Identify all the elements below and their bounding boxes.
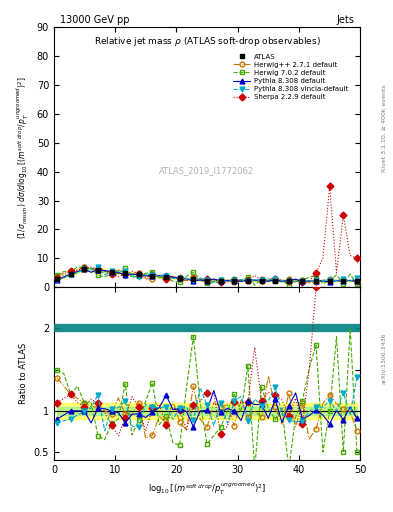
Text: Rivet 3.1.10, ≥ 400k events: Rivet 3.1.10, ≥ 400k events xyxy=(382,84,387,172)
Y-axis label: $(1/\sigma_{resum})$ $d\sigma/d\log_{10}[(m^{soft\ drop}/p_T^{ungroomed})^2]$: $(1/\sigma_{resum})$ $d\sigma/d\log_{10}… xyxy=(15,76,31,239)
Legend: ATLAS, Herwig++ 2.7.1 default, Herwig 7.0.2 default, Pythia 8.308 default, Pythi: ATLAS, Herwig++ 2.7.1 default, Herwig 7.… xyxy=(231,52,351,102)
X-axis label: $\log_{10}[(m^{soft\ drop}/p_T^{ungroomed})^2]$: $\log_{10}[(m^{soft\ drop}/p_T^{ungroome… xyxy=(148,481,266,497)
Y-axis label: Ratio to ATLAS: Ratio to ATLAS xyxy=(19,343,28,404)
Text: arXiv:1306.3436: arXiv:1306.3436 xyxy=(382,333,387,384)
Text: Relative jet mass $\rho$ (ATLAS soft-drop observables): Relative jet mass $\rho$ (ATLAS soft-dro… xyxy=(94,35,320,48)
Text: 13000 GeV pp: 13000 GeV pp xyxy=(60,15,130,25)
Text: ATLAS_2019_I1772062: ATLAS_2019_I1772062 xyxy=(160,166,255,175)
Text: Jets: Jets xyxy=(336,15,354,25)
